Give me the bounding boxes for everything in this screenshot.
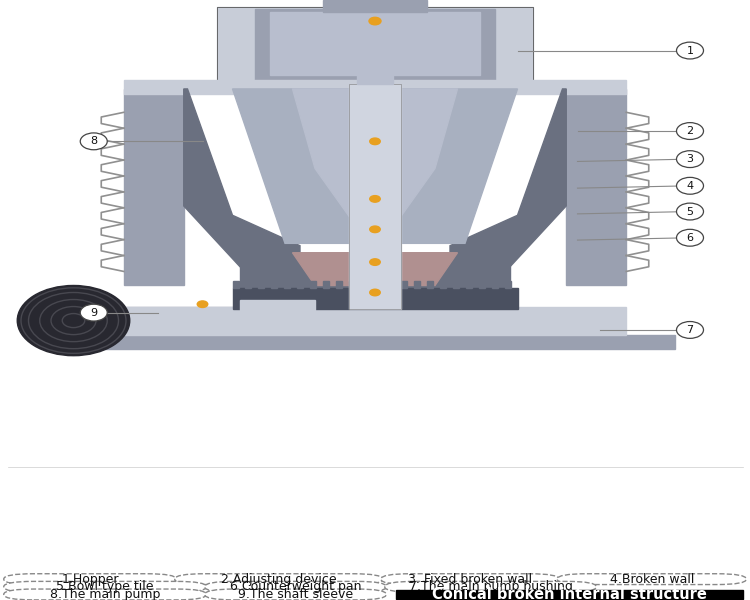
FancyBboxPatch shape bbox=[205, 581, 386, 592]
Text: Conical broken internal structure: Conical broken internal structure bbox=[432, 587, 706, 600]
Circle shape bbox=[370, 259, 380, 265]
Polygon shape bbox=[388, 281, 394, 288]
Polygon shape bbox=[245, 281, 251, 288]
Polygon shape bbox=[232, 89, 518, 244]
Polygon shape bbox=[75, 335, 675, 349]
Circle shape bbox=[676, 151, 703, 167]
Polygon shape bbox=[74, 307, 262, 313]
Polygon shape bbox=[232, 288, 518, 309]
Circle shape bbox=[676, 203, 703, 220]
Polygon shape bbox=[74, 313, 262, 329]
FancyBboxPatch shape bbox=[385, 581, 596, 592]
Circle shape bbox=[197, 301, 208, 307]
Polygon shape bbox=[491, 281, 497, 288]
Polygon shape bbox=[323, 281, 329, 288]
Polygon shape bbox=[357, 61, 393, 84]
Text: 4.Broken wall: 4.Broken wall bbox=[610, 572, 694, 586]
Polygon shape bbox=[566, 89, 626, 286]
Text: 2: 2 bbox=[686, 126, 694, 136]
Text: 8.The main pump: 8.The main pump bbox=[50, 588, 160, 600]
Polygon shape bbox=[297, 281, 303, 288]
Circle shape bbox=[80, 133, 107, 150]
Polygon shape bbox=[272, 281, 278, 288]
Polygon shape bbox=[232, 281, 238, 288]
Text: 1.Hopper: 1.Hopper bbox=[62, 572, 118, 586]
FancyBboxPatch shape bbox=[381, 574, 559, 584]
FancyBboxPatch shape bbox=[396, 590, 742, 599]
Polygon shape bbox=[427, 281, 433, 288]
Polygon shape bbox=[375, 281, 381, 288]
Polygon shape bbox=[352, 89, 398, 253]
Text: 8: 8 bbox=[90, 136, 98, 146]
Polygon shape bbox=[310, 281, 316, 288]
Circle shape bbox=[17, 286, 130, 356]
Text: 7: 7 bbox=[686, 325, 694, 335]
Text: 3: 3 bbox=[686, 154, 694, 164]
Polygon shape bbox=[453, 281, 459, 288]
Polygon shape bbox=[240, 253, 510, 290]
Polygon shape bbox=[440, 281, 446, 288]
Polygon shape bbox=[184, 89, 300, 267]
Text: 3. Fixed broken wall: 3. Fixed broken wall bbox=[408, 572, 532, 586]
Polygon shape bbox=[362, 281, 368, 288]
Polygon shape bbox=[336, 281, 342, 288]
Text: 7.The main pump bushing: 7.The main pump bushing bbox=[409, 580, 572, 593]
Circle shape bbox=[676, 42, 703, 59]
Circle shape bbox=[676, 178, 703, 194]
Polygon shape bbox=[478, 281, 484, 288]
Polygon shape bbox=[240, 299, 315, 332]
Polygon shape bbox=[466, 281, 472, 288]
Text: 4: 4 bbox=[686, 181, 694, 191]
Circle shape bbox=[370, 196, 380, 202]
Circle shape bbox=[676, 122, 703, 139]
Polygon shape bbox=[270, 11, 480, 75]
Circle shape bbox=[370, 226, 380, 233]
Circle shape bbox=[676, 229, 703, 246]
FancyBboxPatch shape bbox=[175, 574, 382, 584]
Polygon shape bbox=[414, 281, 420, 288]
Polygon shape bbox=[349, 281, 355, 288]
Polygon shape bbox=[292, 253, 458, 286]
FancyBboxPatch shape bbox=[4, 589, 206, 600]
Text: 5.Bowl type tile: 5.Bowl type tile bbox=[56, 580, 154, 593]
Circle shape bbox=[370, 138, 380, 145]
Circle shape bbox=[80, 304, 107, 321]
Polygon shape bbox=[322, 0, 428, 11]
Polygon shape bbox=[505, 281, 511, 288]
FancyBboxPatch shape bbox=[4, 581, 206, 592]
Text: 1: 1 bbox=[686, 46, 694, 56]
Text: 9.The shaft sleeve: 9.The shaft sleeve bbox=[238, 588, 353, 600]
Text: 5: 5 bbox=[686, 206, 694, 217]
FancyBboxPatch shape bbox=[557, 574, 746, 584]
Text: 6: 6 bbox=[686, 233, 694, 243]
FancyBboxPatch shape bbox=[4, 574, 176, 584]
Circle shape bbox=[676, 322, 703, 338]
Polygon shape bbox=[217, 7, 532, 84]
Polygon shape bbox=[401, 281, 407, 288]
Polygon shape bbox=[124, 80, 626, 94]
Polygon shape bbox=[284, 281, 290, 288]
Polygon shape bbox=[349, 84, 401, 309]
Polygon shape bbox=[124, 89, 184, 286]
Polygon shape bbox=[259, 281, 265, 288]
Text: HTECH: HTECH bbox=[318, 182, 432, 211]
Polygon shape bbox=[255, 10, 495, 80]
Circle shape bbox=[370, 289, 380, 296]
Text: 6.Counterweight pan: 6.Counterweight pan bbox=[230, 580, 362, 593]
Polygon shape bbox=[450, 89, 566, 267]
FancyBboxPatch shape bbox=[205, 589, 386, 600]
Polygon shape bbox=[124, 307, 626, 335]
Polygon shape bbox=[292, 89, 458, 253]
Text: 9: 9 bbox=[90, 308, 98, 317]
Circle shape bbox=[369, 17, 381, 25]
Text: 2.Adjusting device: 2.Adjusting device bbox=[220, 572, 337, 586]
